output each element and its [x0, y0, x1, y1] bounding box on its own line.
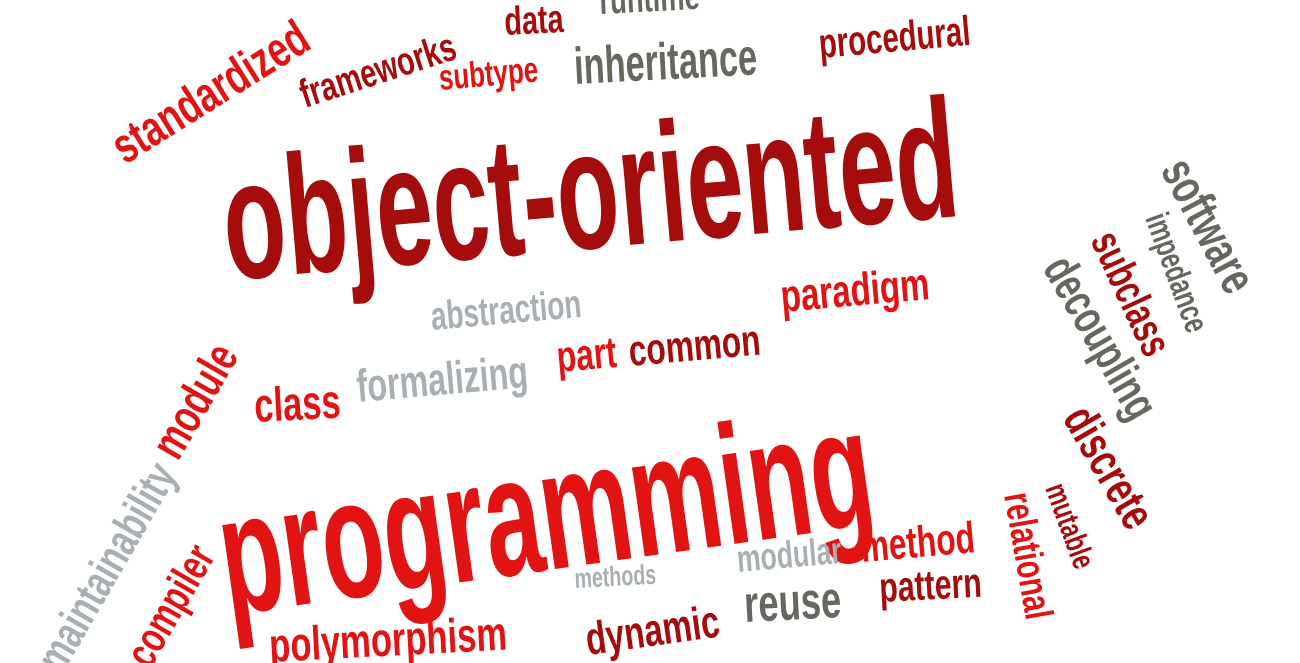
cloud-word: class: [253, 374, 342, 432]
cloud-word: reuse: [743, 569, 843, 633]
cloud-word: subtype: [437, 49, 539, 98]
cloud-word: formalizing: [354, 347, 529, 413]
cloud-word: procedural: [817, 7, 972, 68]
cloud-word: polymorphism: [268, 606, 509, 663]
cloud-word: modular: [735, 528, 843, 580]
cloud-word: inheritance: [573, 28, 759, 95]
cloud-word: frameworks: [294, 24, 462, 117]
cloud-word: data: [503, 0, 565, 44]
cloud-word: pattern: [878, 559, 983, 611]
cloud-word: module: [140, 334, 248, 467]
cloud-word: common: [627, 316, 763, 377]
cloud-word: dynamic: [582, 597, 722, 663]
cloud-word: paradigm: [778, 259, 931, 322]
cloud-word: methods: [574, 559, 657, 595]
cloud-word: part: [555, 328, 619, 382]
cloud-word: method: [859, 513, 977, 572]
cloud-word: runtime: [598, 0, 700, 23]
